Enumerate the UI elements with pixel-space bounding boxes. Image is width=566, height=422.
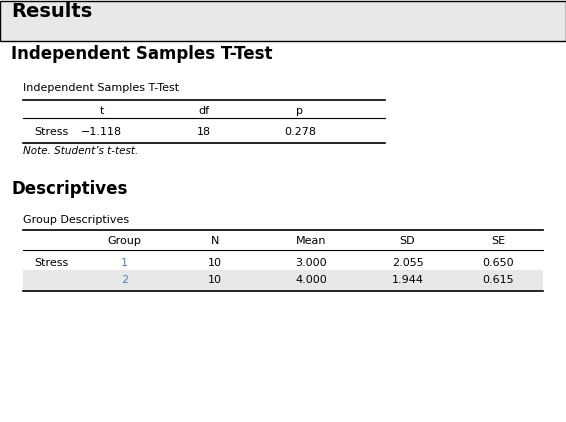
Text: N: N: [211, 236, 219, 246]
Text: Note. Student’s t-test.: Note. Student’s t-test.: [23, 146, 138, 156]
Text: Group: Group: [108, 236, 142, 246]
Text: 10: 10: [208, 275, 222, 285]
Text: Results: Results: [11, 3, 93, 22]
Text: 2.055: 2.055: [392, 258, 423, 268]
Text: p: p: [297, 106, 303, 116]
Text: 0.615: 0.615: [482, 275, 514, 285]
Text: Mean: Mean: [296, 236, 327, 246]
Text: Descriptives: Descriptives: [11, 179, 128, 197]
Text: Stress: Stress: [34, 127, 68, 137]
Text: df: df: [198, 106, 209, 116]
Text: −1.118: −1.118: [82, 127, 122, 137]
Text: 0.650: 0.650: [482, 258, 514, 268]
Text: 18: 18: [197, 127, 211, 137]
Text: 2: 2: [121, 275, 128, 285]
Text: t: t: [100, 106, 104, 116]
Text: 1.944: 1.944: [392, 275, 423, 285]
Text: Independent Samples T-Test: Independent Samples T-Test: [11, 45, 273, 63]
FancyBboxPatch shape: [23, 270, 543, 289]
Text: 0.278: 0.278: [284, 127, 316, 137]
Text: SD: SD: [400, 236, 415, 246]
Text: SE: SE: [491, 236, 505, 246]
FancyBboxPatch shape: [0, 1, 566, 41]
Text: 4.000: 4.000: [295, 275, 327, 285]
Text: 1: 1: [121, 258, 128, 268]
Text: Independent Samples T-Test: Independent Samples T-Test: [23, 83, 179, 92]
Text: Stress: Stress: [34, 258, 68, 268]
Text: 10: 10: [208, 258, 222, 268]
Text: 3.000: 3.000: [295, 258, 327, 268]
Text: Group Descriptives: Group Descriptives: [23, 215, 128, 225]
